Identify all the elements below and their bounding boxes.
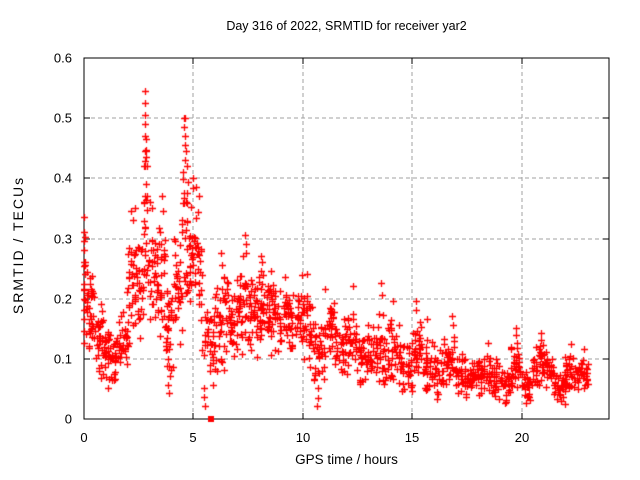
x-axis-label: GPS time / hours	[295, 452, 398, 467]
y-tick-label: 0.3	[54, 232, 72, 247]
x-tick-label: 20	[515, 430, 529, 445]
y-tick-label: 0.4	[54, 171, 72, 186]
chart-title: Day 316 of 2022, SRMTID for receiver yar…	[226, 19, 467, 33]
x-tick-label: 0	[80, 430, 87, 445]
x-tick-label: 5	[189, 430, 196, 445]
x-tick-label: 15	[405, 430, 419, 445]
y-tick-label: 0.1	[54, 352, 72, 367]
scatter-points-canvas	[78, 55, 615, 423]
y-tick-label: 0.2	[54, 292, 72, 307]
y-tick-label: 0.5	[54, 111, 72, 126]
x-tick-label: 10	[296, 430, 310, 445]
y-tick-label: 0	[65, 412, 72, 427]
y-tick-label: 0.6	[54, 51, 72, 66]
